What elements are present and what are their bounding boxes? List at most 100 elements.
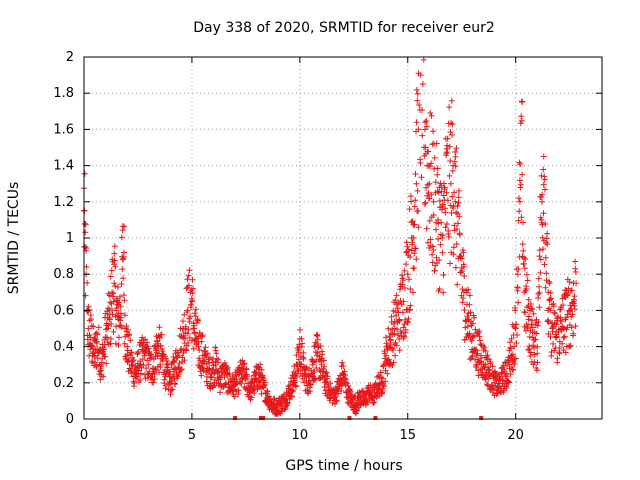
- data-point: [452, 264, 459, 271]
- data-point: [277, 401, 284, 408]
- data-point: [418, 107, 425, 114]
- data-point: [138, 340, 145, 347]
- data-point: [460, 263, 467, 270]
- data-point: [431, 267, 438, 274]
- data-point: [252, 369, 259, 376]
- data-point: [385, 356, 392, 363]
- data-point: [462, 324, 469, 331]
- data-point: [198, 372, 205, 379]
- data-point: [414, 187, 421, 194]
- data-point: [299, 340, 306, 347]
- data-point: [172, 381, 179, 388]
- data-point: [300, 355, 307, 362]
- data-point: [487, 359, 494, 366]
- data-point: [525, 347, 532, 354]
- data-point: [441, 184, 448, 191]
- data-point: [533, 367, 540, 374]
- data-point: [444, 149, 451, 156]
- data-point: [323, 370, 330, 377]
- data-point: [523, 285, 530, 292]
- data-point: [327, 388, 334, 395]
- data-point: [473, 347, 480, 354]
- data-point: [171, 365, 178, 372]
- data-point: [518, 113, 525, 120]
- data-point: [255, 370, 262, 377]
- data-point: [162, 382, 169, 389]
- data-point: [333, 398, 340, 405]
- data-point: [426, 217, 433, 224]
- data-point: [191, 329, 198, 336]
- data-point: [464, 323, 471, 330]
- data-point: [94, 355, 101, 362]
- data-point: [340, 363, 347, 370]
- data-point: [572, 268, 579, 275]
- data-point: [157, 342, 164, 349]
- data-point: [294, 361, 301, 368]
- data-point: [455, 199, 462, 206]
- data-point: [313, 365, 320, 372]
- data-point: [406, 276, 413, 283]
- data-point: [121, 340, 128, 347]
- data-point: [444, 142, 451, 149]
- data-point: [400, 277, 407, 284]
- data-point: [449, 193, 456, 200]
- data-point: [439, 235, 446, 241]
- data-point: [185, 282, 192, 289]
- data-point: [453, 241, 460, 248]
- data-point: [453, 145, 460, 152]
- data-point: [539, 221, 546, 228]
- data-point: [442, 224, 449, 231]
- data-point: [479, 371, 486, 378]
- data-point: [507, 344, 514, 351]
- data-point: [564, 292, 571, 299]
- data-point: [526, 333, 533, 340]
- data-point: [382, 378, 389, 385]
- data-point: [507, 345, 514, 352]
- data-point: [484, 352, 491, 359]
- data-point: [432, 226, 439, 233]
- data-point: [145, 361, 152, 368]
- data-point: [477, 337, 484, 344]
- data-point: [124, 343, 131, 350]
- data-point: [104, 325, 111, 332]
- data-point: [455, 194, 462, 201]
- data-point: [202, 344, 209, 351]
- y-tick-label: 1.4: [53, 159, 74, 174]
- data-point: [258, 366, 265, 373]
- data-point: [109, 311, 116, 318]
- data-point: [513, 340, 520, 347]
- data-point: [100, 346, 107, 353]
- data-point: [261, 379, 268, 386]
- data-point: [436, 257, 443, 264]
- data-point: [454, 220, 461, 227]
- data-point: [191, 325, 198, 332]
- data-point: [552, 310, 559, 317]
- data-point: [212, 344, 219, 351]
- data-point: [572, 265, 579, 272]
- data-point: [445, 231, 452, 238]
- data-point: [122, 325, 129, 332]
- data-point: [540, 210, 547, 217]
- data-point: [82, 229, 89, 236]
- data-point: [508, 352, 515, 359]
- data-point: [547, 334, 554, 341]
- data-point: [550, 303, 557, 310]
- data-point: [268, 401, 275, 408]
- data-point: [115, 334, 122, 341]
- data-point: [209, 359, 216, 366]
- data-point: [420, 56, 427, 63]
- data-point: [404, 271, 411, 278]
- data-point: [427, 236, 434, 243]
- data-point: [107, 340, 114, 347]
- data-point: [407, 286, 414, 293]
- data-point: [449, 131, 456, 138]
- data-point: [454, 281, 461, 288]
- data-point: [186, 318, 193, 325]
- data-point: [539, 191, 546, 198]
- data-point: [444, 197, 451, 204]
- data-point: [558, 318, 565, 325]
- data-point: [87, 316, 94, 323]
- data-point: [115, 341, 122, 348]
- data-point: [296, 343, 303, 350]
- data-point: [440, 289, 447, 296]
